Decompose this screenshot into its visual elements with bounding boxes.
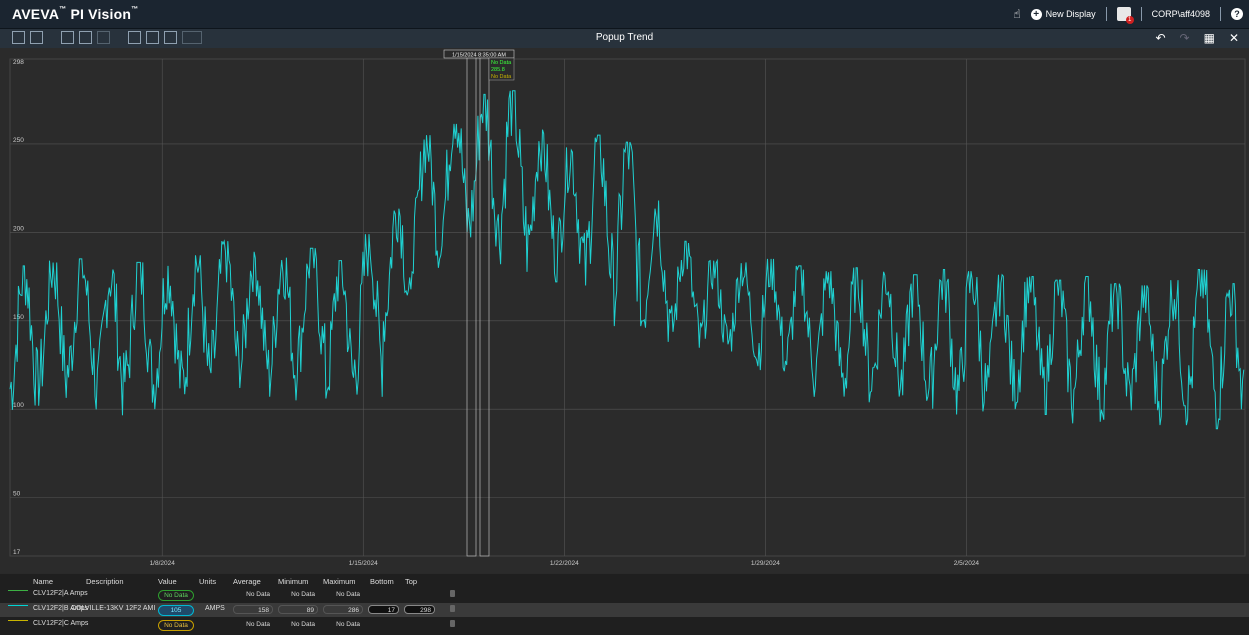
trash-icon[interactable] (450, 605, 455, 612)
notifications-icon[interactable]: 1 (1116, 7, 1134, 24)
trace-minimum: No Data (291, 591, 315, 598)
user-name[interactable]: CORP\aff4098 (1151, 9, 1210, 19)
y-tick-label: 298 (13, 59, 24, 66)
trace-average: No Data (246, 621, 270, 628)
trace-units: AMPS (205, 605, 225, 612)
trace-minimum: 89 (278, 605, 318, 614)
y-tick-label: 17 (13, 549, 21, 556)
scatter-icon[interactable] (164, 31, 177, 44)
trace-top-input[interactable]: 298 (404, 605, 435, 614)
trash-icon[interactable] (450, 620, 455, 627)
area-trend-icon[interactable] (97, 31, 110, 44)
trace-name: CLV12F2|A Amps (33, 590, 88, 597)
cursor-value: No Data (491, 74, 512, 80)
trace-color-swatch (8, 605, 28, 606)
table-view-icon[interactable]: ▦ (1203, 31, 1215, 45)
cursor-time-box (443, 49, 515, 59)
trace-value: No Data (158, 620, 194, 631)
new-display-button[interactable]: + New Display (1030, 8, 1096, 20)
trace-name: CLV12F2|B Amps (33, 605, 88, 612)
trace-description: COLVILLE-13KV 12F2 AMI (71, 605, 156, 612)
legend-row[interactable]: CLV12F2|A Amps No Data No Data No Data No Da… (0, 588, 1249, 602)
redo-icon[interactable]: ↷ (1179, 31, 1190, 45)
cursor-value: 285.8 (491, 67, 505, 73)
legend-header-bottom[interactable]: Bottom (370, 577, 394, 586)
y-tick-label: 200 (13, 225, 24, 232)
trace-name: CLV12F2|C Amps (33, 620, 89, 627)
cursor-time-label: 1/15/2024 8:35:00 AM (452, 53, 506, 59)
trace-bottom-input[interactable]: 17 (368, 605, 399, 614)
stacked-traces-icon[interactable] (12, 31, 25, 44)
single-scale-icon[interactable] (30, 31, 43, 44)
trace-value: No Data (158, 590, 194, 601)
legend-header-average[interactable]: Average (233, 577, 261, 586)
legend-header-maximum[interactable]: Maximum (323, 577, 356, 586)
markers-only-icon[interactable] (146, 31, 159, 44)
trend-chart[interactable]: 298 250 200 150 100 50 17 1/8/2024 1/15/2024 1/22… (0, 48, 1249, 573)
trace-bottom-input[interactable] (368, 590, 399, 599)
x-tick-label: 2/5/2024 (954, 560, 980, 567)
divider (1105, 7, 1107, 21)
alert-count-badge: 1 (1125, 16, 1134, 24)
help-icon[interactable]: ? (1231, 8, 1243, 20)
y-tick-label: 150 (13, 314, 24, 321)
line-markers-icon[interactable] (128, 31, 141, 44)
x-tick-label: 1/22/2024 (550, 560, 579, 567)
trace-bottom-input[interactable] (368, 620, 399, 629)
close-icon[interactable]: ✕ (1228, 31, 1239, 45)
app-header: AVEVA™ PI Vision™ ☝ + New Display 1 CORP… (0, 0, 1249, 29)
trace-maximum: No Data (336, 621, 360, 628)
y-tick-label: 50 (13, 491, 21, 498)
legend-row[interactable]: CLV12F2|B Amps COLVILLE-13KV 12F2 AMI 105 A… (0, 603, 1249, 617)
trace-minimum: No Data (291, 621, 315, 628)
cursor-values-box (488, 57, 515, 81)
legend-header-name[interactable]: Name (33, 577, 54, 586)
x-tick-label: 1/29/2024 (751, 560, 780, 567)
plot-area (9, 58, 1246, 557)
trace-color-swatch (8, 620, 28, 621)
trace-top-input[interactable] (404, 590, 435, 599)
plus-icon: + (1030, 8, 1042, 20)
trend-plot[interactable]: 298 250 200 150 100 50 17 1/8/2024 1/15/2024 1/22… (0, 48, 1249, 573)
divider (1220, 7, 1221, 21)
legend-header-minimum[interactable]: Minimum (278, 577, 309, 586)
trace-color-swatch (8, 590, 28, 591)
trace-top-input[interactable] (404, 620, 435, 629)
step-trend-icon[interactable] (79, 31, 92, 44)
trash-icon[interactable] (450, 590, 455, 597)
line-trend-icon[interactable] (61, 31, 74, 44)
trend-toolbar: Popup Trend ↶ ↷ ▦ ✕ (0, 29, 1249, 49)
legend-header-top[interactable]: Top (405, 577, 418, 586)
cursor-value: No Data (491, 60, 512, 66)
trace-average: No Data (246, 591, 270, 598)
y-tick-label: 100 (13, 402, 24, 409)
divider (1140, 7, 1142, 21)
trace-value: 105 (158, 605, 194, 616)
trace-maximum: 286 (323, 605, 363, 614)
legend-header-description[interactable]: Description (86, 577, 124, 586)
trace-line (9, 90, 1245, 430)
trace-maximum: No Data (336, 591, 360, 598)
legend-row[interactable]: CLV12F2|C Amps No Data No Data No Data No Da… (0, 618, 1249, 632)
legend-header-value[interactable]: Value (158, 577, 177, 586)
trend-legend: Name Description Value Units Average Minimum M… (0, 574, 1249, 635)
trace-average: 158 (233, 605, 273, 614)
touch-icon[interactable]: ☝ (1013, 7, 1021, 21)
y-tick-label: 250 (13, 137, 24, 144)
legend-header-units[interactable]: Units (199, 577, 217, 586)
more-options-icon[interactable] (182, 31, 202, 44)
x-tick-label: 1/15/2024 (349, 560, 378, 567)
undo-icon[interactable]: ↶ (1155, 31, 1166, 45)
app-brand[interactable]: AVEVA™ PI Vision™ (12, 6, 139, 22)
x-tick-label: 1/8/2024 (150, 560, 176, 567)
